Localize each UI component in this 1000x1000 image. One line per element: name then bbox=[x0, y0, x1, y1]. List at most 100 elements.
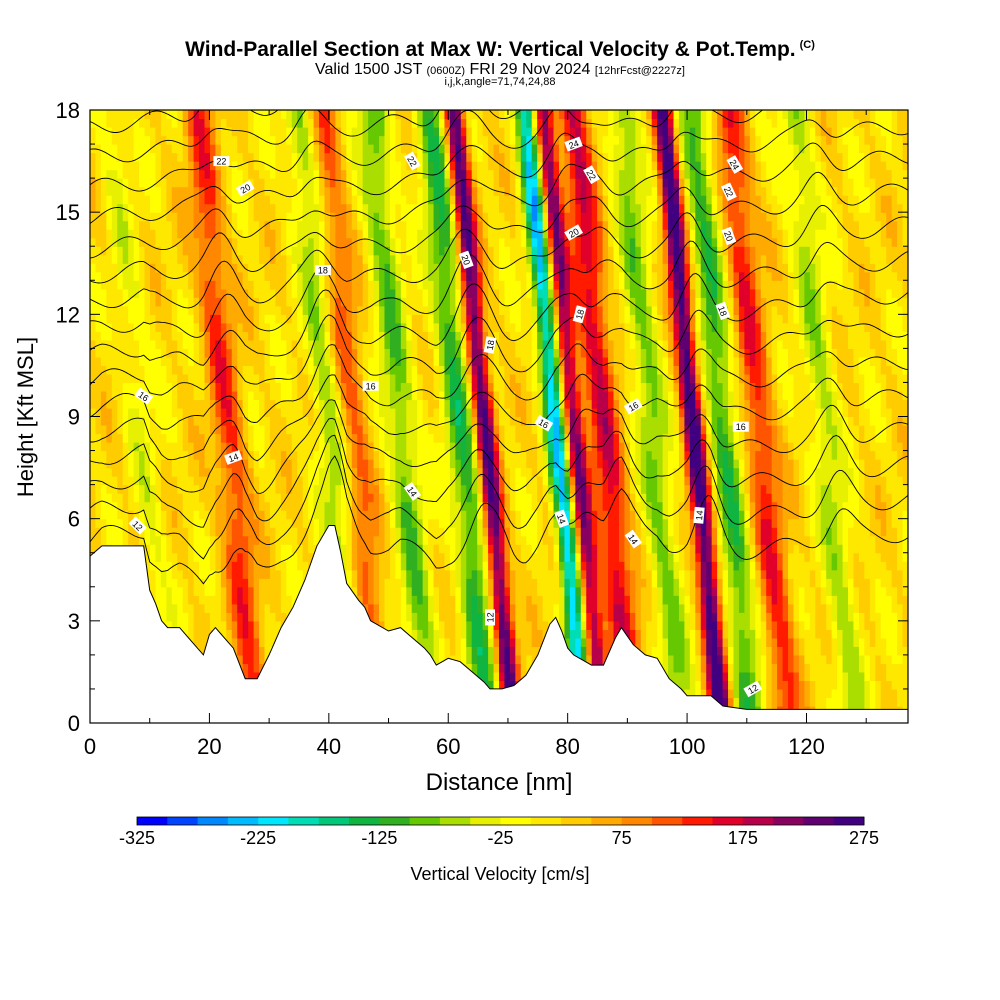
velocity-cell bbox=[346, 212, 353, 222]
velocity-cell bbox=[357, 186, 364, 196]
velocity-cell bbox=[128, 127, 135, 137]
velocity-cell bbox=[460, 152, 467, 162]
velocity-cell bbox=[384, 220, 391, 230]
velocity-cell bbox=[242, 442, 249, 452]
velocity-cell bbox=[340, 314, 347, 324]
velocity-cell bbox=[351, 186, 358, 196]
velocity-cell bbox=[171, 535, 178, 545]
velocity-cell bbox=[324, 493, 331, 503]
velocity-cell bbox=[117, 220, 124, 230]
velocity-cell bbox=[368, 254, 375, 264]
velocity-cell bbox=[417, 135, 424, 145]
velocity-cell bbox=[237, 127, 244, 137]
velocity-cell bbox=[100, 297, 107, 307]
velocity-cell bbox=[209, 186, 217, 196]
velocity-cell bbox=[215, 135, 222, 145]
velocity-cell bbox=[340, 178, 347, 188]
velocity-cell bbox=[269, 365, 277, 375]
velocity-cell bbox=[242, 629, 249, 639]
velocity-cell bbox=[357, 314, 364, 324]
velocity-cell bbox=[237, 586, 244, 596]
velocity-cell bbox=[362, 118, 369, 128]
velocity-cell bbox=[237, 203, 244, 213]
velocity-cell bbox=[384, 356, 391, 367]
velocity-cell bbox=[248, 476, 255, 486]
velocity-cell bbox=[455, 110, 462, 120]
velocity-cell bbox=[460, 314, 467, 324]
velocity-cell bbox=[133, 501, 140, 511]
velocity-cell bbox=[264, 280, 271, 290]
velocity-cell bbox=[460, 220, 467, 230]
velocity-cell bbox=[335, 356, 342, 367]
velocity-cell bbox=[220, 322, 227, 332]
velocity-cell bbox=[280, 118, 287, 128]
velocity-cell bbox=[335, 390, 342, 401]
velocity-cell bbox=[417, 407, 424, 418]
velocity-cell bbox=[139, 373, 146, 384]
velocity-cell bbox=[357, 561, 364, 571]
velocity-cell bbox=[106, 501, 113, 511]
velocity-cell bbox=[90, 229, 97, 239]
velocity-cell bbox=[329, 169, 336, 179]
velocity-cell bbox=[346, 416, 353, 426]
velocity-cell bbox=[417, 416, 424, 426]
velocity-cell bbox=[417, 578, 424, 588]
velocity-cell bbox=[106, 305, 113, 315]
velocity-cell bbox=[346, 314, 353, 324]
velocity-cell bbox=[204, 365, 211, 375]
velocity-cell bbox=[346, 476, 353, 486]
velocity-cell bbox=[280, 339, 287, 349]
velocity-cell bbox=[379, 476, 386, 486]
velocity-cell bbox=[182, 390, 189, 401]
velocity-cell bbox=[297, 365, 304, 375]
velocity-cell bbox=[237, 510, 244, 520]
velocity-cell bbox=[111, 527, 118, 537]
velocity-cell bbox=[177, 433, 184, 443]
velocity-cell bbox=[329, 144, 336, 154]
velocity-cell bbox=[275, 152, 282, 162]
velocity-cell bbox=[177, 467, 184, 477]
velocity-cell bbox=[193, 110, 200, 120]
velocity-cell bbox=[455, 459, 462, 469]
velocity-cell bbox=[308, 254, 315, 264]
velocity-cell bbox=[248, 271, 255, 281]
velocity-cell bbox=[106, 348, 113, 358]
velocity-cell bbox=[199, 127, 206, 137]
velocity-cell bbox=[406, 263, 413, 273]
velocity-cell bbox=[460, 127, 467, 137]
velocity-cell bbox=[100, 220, 107, 230]
velocity-cell bbox=[297, 263, 304, 273]
velocity-cell bbox=[351, 493, 358, 503]
velocity-cell bbox=[269, 484, 277, 494]
velocity-cell bbox=[149, 144, 157, 154]
velocity-cell bbox=[237, 646, 244, 656]
velocity-cell bbox=[291, 365, 298, 375]
velocity-cell bbox=[449, 297, 456, 307]
velocity-cell bbox=[346, 280, 353, 290]
velocity-cell bbox=[248, 569, 255, 579]
velocity-cell bbox=[139, 152, 146, 162]
velocity-cell bbox=[384, 127, 391, 137]
velocity-cell bbox=[460, 476, 467, 486]
velocity-cell bbox=[466, 637, 473, 647]
velocity-cell bbox=[280, 603, 287, 613]
velocity-cell bbox=[406, 501, 413, 511]
velocity-cell bbox=[379, 322, 386, 332]
velocity-cell bbox=[253, 407, 260, 418]
velocity-cell bbox=[269, 203, 277, 213]
velocity-cell bbox=[422, 620, 429, 630]
velocity-cell bbox=[351, 195, 358, 205]
velocity-cell bbox=[237, 297, 244, 307]
velocity-cell bbox=[417, 637, 424, 647]
velocity-cell bbox=[133, 271, 140, 281]
velocity-cell bbox=[302, 263, 309, 273]
velocity-cell bbox=[209, 535, 217, 545]
velocity-cell bbox=[231, 186, 238, 196]
velocity-cell bbox=[122, 127, 129, 137]
velocity-cell bbox=[122, 161, 129, 171]
velocity-cell bbox=[417, 110, 424, 120]
velocity-cell bbox=[209, 339, 217, 349]
velocity-cell bbox=[182, 595, 189, 605]
velocity-cell bbox=[302, 425, 309, 435]
velocity-cell bbox=[149, 254, 157, 264]
